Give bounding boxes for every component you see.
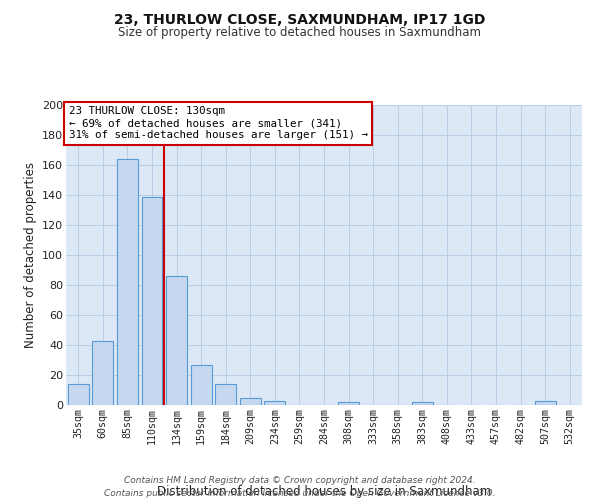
- Bar: [68, 384, 89, 405]
- Y-axis label: Number of detached properties: Number of detached properties: [23, 162, 37, 348]
- Bar: [535, 400, 556, 405]
- Text: Size of property relative to detached houses in Saxmundham: Size of property relative to detached ho…: [119, 26, 482, 39]
- Text: 23, THURLOW CLOSE, SAXMUNDHAM, IP17 1GD: 23, THURLOW CLOSE, SAXMUNDHAM, IP17 1GD: [115, 12, 485, 26]
- Text: 23 THURLOW CLOSE: 130sqm
← 69% of detached houses are smaller (341)
31% of semi-: 23 THURLOW CLOSE: 130sqm ← 69% of detach…: [68, 106, 368, 140]
- Bar: [166, 276, 187, 405]
- Bar: [215, 384, 236, 405]
- Text: Contains HM Land Registry data © Crown copyright and database right 2024.
Contai: Contains HM Land Registry data © Crown c…: [104, 476, 496, 498]
- Bar: [412, 402, 433, 405]
- Bar: [142, 196, 163, 405]
- Bar: [191, 364, 212, 405]
- Bar: [92, 340, 113, 405]
- Bar: [117, 159, 138, 405]
- Bar: [240, 398, 261, 405]
- X-axis label: Distribution of detached houses by size in Saxmundham: Distribution of detached houses by size …: [157, 486, 491, 498]
- Bar: [338, 402, 359, 405]
- Bar: [265, 400, 286, 405]
